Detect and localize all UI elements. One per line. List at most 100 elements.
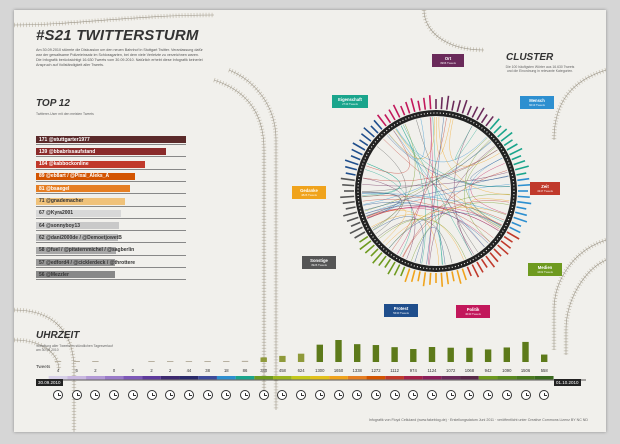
word-link xyxy=(429,145,495,265)
top12-rail xyxy=(36,168,186,170)
word-spoke xyxy=(344,159,359,166)
word-spoke xyxy=(359,139,369,147)
top12-count: 139 xyxy=(39,148,49,155)
top12-label: 56 @Mezzler xyxy=(39,272,69,278)
cluster-label-name: Politik xyxy=(466,307,480,312)
clock-icon xyxy=(501,390,512,400)
cluster-label-count: 4826 Tweets xyxy=(301,193,317,197)
word-spoke xyxy=(514,211,528,217)
top12-bar xyxy=(36,234,119,242)
cluster-label-count: 5630 Tweets xyxy=(393,311,409,315)
hour-value: 1112 xyxy=(390,368,399,373)
word-spoke xyxy=(506,143,518,151)
top12-rail xyxy=(36,279,186,281)
hour-value: 2 xyxy=(150,368,153,373)
word-link xyxy=(372,123,416,230)
word-spoke xyxy=(506,231,520,240)
track-rail xyxy=(553,69,606,141)
hour-bar xyxy=(335,340,342,362)
word-spoke xyxy=(359,235,369,243)
word-link xyxy=(383,138,500,230)
clock-icon xyxy=(408,390,419,400)
top12-label: 67 @Kyra2001 xyxy=(39,210,73,216)
clock-icon xyxy=(277,390,288,400)
word-spoke xyxy=(352,142,366,151)
top12-count: 62 xyxy=(39,234,46,241)
hour-value: 0 xyxy=(113,368,116,373)
hour-bar xyxy=(297,353,305,362)
top12-bar xyxy=(36,271,115,279)
word-spoke xyxy=(451,271,455,282)
word-link xyxy=(363,202,489,244)
word-spoke xyxy=(461,99,468,114)
clock-icon xyxy=(370,390,381,400)
hour-color-strip xyxy=(67,376,87,380)
word-spoke xyxy=(445,95,450,110)
top12-label: 57 @edford4 / @cicklerdeck / @throttere xyxy=(39,260,135,266)
top12-label: 139 @bbabrissaufstand xyxy=(39,149,95,155)
word-spoke xyxy=(503,235,513,243)
cluster-subtitle: Die 100 häufigsten Wörter aus 16.630 Twe… xyxy=(505,65,575,74)
word-spoke xyxy=(388,109,396,121)
top12-name: @kabbockonline xyxy=(48,161,89,168)
track-rail xyxy=(14,14,215,26)
word-spoke xyxy=(440,97,443,110)
clock-icon xyxy=(183,390,194,400)
word-spoke xyxy=(445,272,450,285)
word-spoke xyxy=(456,269,462,284)
cluster-ring-ties xyxy=(357,112,515,270)
hour-bar xyxy=(372,345,380,362)
cluster-label-med: Medien 4402 Tweets xyxy=(528,263,562,276)
word-spoke xyxy=(373,119,383,130)
word-spoke xyxy=(511,155,522,161)
clock-icon xyxy=(352,390,363,400)
word-spoke xyxy=(509,226,521,234)
cluster-label-eig: Eigenschaft 2743 Tweets xyxy=(332,95,368,108)
top12-bar xyxy=(36,209,122,217)
word-link xyxy=(402,170,508,258)
top12-count: 57 xyxy=(39,259,46,266)
track-rail xyxy=(14,309,75,432)
word-spoke xyxy=(517,200,532,205)
cluster-label-name: Mensch xyxy=(529,98,545,103)
word-spoke xyxy=(461,268,467,281)
clock-icon xyxy=(202,390,213,400)
word-link xyxy=(362,199,494,239)
hour-value: 1124 xyxy=(427,368,437,373)
hour-color-strip xyxy=(534,376,554,380)
hour-value: 6 xyxy=(76,368,79,373)
track-rail xyxy=(565,259,606,355)
word-spoke xyxy=(351,148,363,156)
hour-value: 340 xyxy=(260,368,268,373)
word-spoke xyxy=(359,240,372,251)
hour-bar xyxy=(466,347,473,362)
hour-color-strip xyxy=(216,376,236,380)
word-spoke xyxy=(480,258,488,268)
date-end: 01.10.2010 xyxy=(554,379,581,386)
word-spoke xyxy=(350,221,361,227)
word-link xyxy=(438,117,510,196)
top12-rail xyxy=(36,254,186,256)
hour-color-strip xyxy=(254,376,274,380)
hour-color-strip xyxy=(516,376,535,380)
uhrzeit-title: UHRZEIT xyxy=(36,330,80,341)
word-spoke xyxy=(342,200,355,205)
word-spoke xyxy=(364,244,375,254)
hour-value: 624 xyxy=(298,368,306,373)
hour-color-strip xyxy=(123,376,143,380)
word-spoke xyxy=(511,221,522,227)
hour-color-strip xyxy=(422,376,442,380)
word-spoke xyxy=(370,125,379,134)
word-spoke xyxy=(471,264,480,278)
word-link xyxy=(367,205,502,225)
clock-icon xyxy=(296,390,307,400)
hour-color-strip xyxy=(235,376,255,380)
top12-bar xyxy=(36,160,145,168)
word-link xyxy=(432,117,443,265)
cluster-label-count: 2743 Tweets xyxy=(342,102,358,106)
top12-count: 171 xyxy=(39,136,49,143)
top12-name: @sonnyboy13 xyxy=(45,222,81,229)
hour-color-strip xyxy=(48,376,68,380)
word-link xyxy=(363,149,498,182)
word-spoke xyxy=(517,177,530,182)
